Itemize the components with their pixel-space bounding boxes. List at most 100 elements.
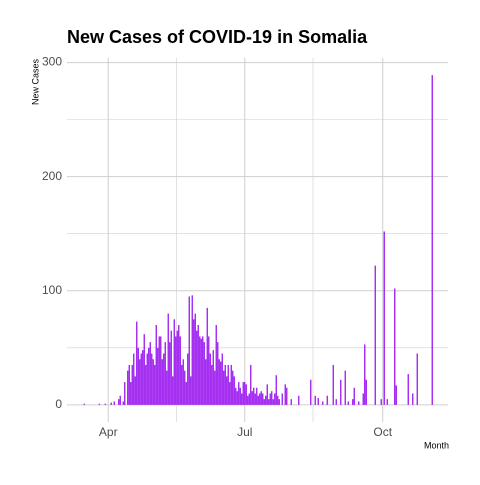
bar: [170, 330, 172, 405]
bar: [179, 336, 181, 405]
bar: [208, 336, 210, 405]
bar: [157, 347, 159, 405]
bar: [251, 391, 253, 405]
bar: [133, 353, 135, 405]
bar: [142, 350, 144, 405]
bar: [268, 399, 270, 405]
bar: [314, 395, 316, 405]
bar: [188, 296, 190, 405]
bar: [407, 374, 409, 405]
y-tick-label: 200: [42, 169, 62, 183]
bar: [236, 391, 238, 405]
x-tick-label: Oct: [373, 425, 392, 439]
bar: [214, 370, 216, 405]
y-tick-label: 0: [55, 397, 62, 411]
bar: [160, 336, 162, 405]
bar: [364, 344, 366, 405]
bar: [185, 382, 187, 405]
bar: [181, 364, 183, 405]
bar: [431, 75, 433, 405]
bar: [127, 370, 129, 405]
bar: [148, 347, 150, 405]
bar: [124, 382, 126, 405]
bar: [383, 231, 385, 405]
bar: [242, 382, 244, 405]
bar: [164, 342, 166, 405]
y-axis-label: New Cases: [30, 58, 40, 105]
bar: [211, 364, 213, 405]
bar: [358, 401, 360, 405]
bar: [239, 387, 241, 405]
bar: [173, 319, 175, 405]
bar: [128, 364, 130, 405]
bar: [238, 382, 240, 405]
bar: [158, 336, 160, 405]
y-tick-label: 300: [42, 55, 62, 69]
chart-title: New Cases of COVID-19 in Somalia: [67, 27, 368, 47]
x-tick-label: Jul: [237, 425, 252, 439]
bar: [263, 399, 265, 405]
bar: [202, 336, 204, 405]
bar: [394, 288, 396, 405]
bar: [203, 342, 205, 405]
bar: [235, 387, 237, 405]
bar: [380, 399, 382, 405]
bar: [139, 359, 141, 405]
bar: [322, 401, 324, 405]
bar: [233, 376, 235, 405]
bar: [130, 382, 132, 405]
bar: [395, 385, 397, 405]
bar: [110, 402, 112, 405]
bar: [386, 399, 388, 405]
bar: [104, 403, 106, 405]
bar: [178, 325, 180, 405]
bar: [167, 313, 169, 405]
bar: [118, 399, 120, 405]
bar: [259, 393, 261, 405]
bar: [224, 364, 226, 405]
bar: [247, 395, 249, 405]
bar: [257, 395, 259, 405]
bar: [172, 376, 174, 405]
bar: [145, 364, 147, 405]
bar: [149, 342, 151, 405]
bar: [184, 370, 186, 405]
bar: [194, 313, 196, 405]
bar: [278, 399, 280, 405]
bar: [176, 330, 178, 405]
bar: [215, 325, 217, 405]
bar: [221, 353, 223, 405]
bar: [374, 265, 376, 405]
bar: [163, 353, 165, 405]
bar: [335, 399, 337, 405]
bar: [271, 391, 273, 405]
bar: [161, 359, 163, 405]
bar: [281, 393, 283, 405]
bar: [212, 350, 214, 405]
bar: [344, 370, 346, 405]
bar: [241, 393, 243, 405]
bar: [253, 387, 255, 405]
bar: [175, 336, 177, 405]
bar: [83, 403, 85, 405]
bar: [275, 375, 277, 405]
x-tick-label: Apr: [99, 425, 118, 439]
bar: [262, 393, 264, 405]
bar: [131, 364, 133, 405]
bar: [137, 347, 139, 405]
bar: [223, 370, 225, 405]
bar: [353, 387, 355, 405]
bar: [332, 364, 334, 405]
bar: [298, 395, 300, 405]
bar: [169, 342, 171, 405]
bar: [245, 384, 247, 405]
bar: [277, 395, 279, 405]
bar: [206, 307, 208, 405]
bar: [232, 370, 234, 405]
bar: [269, 393, 271, 405]
bar: [209, 353, 211, 405]
bar: [248, 393, 250, 405]
bar: [250, 364, 252, 405]
